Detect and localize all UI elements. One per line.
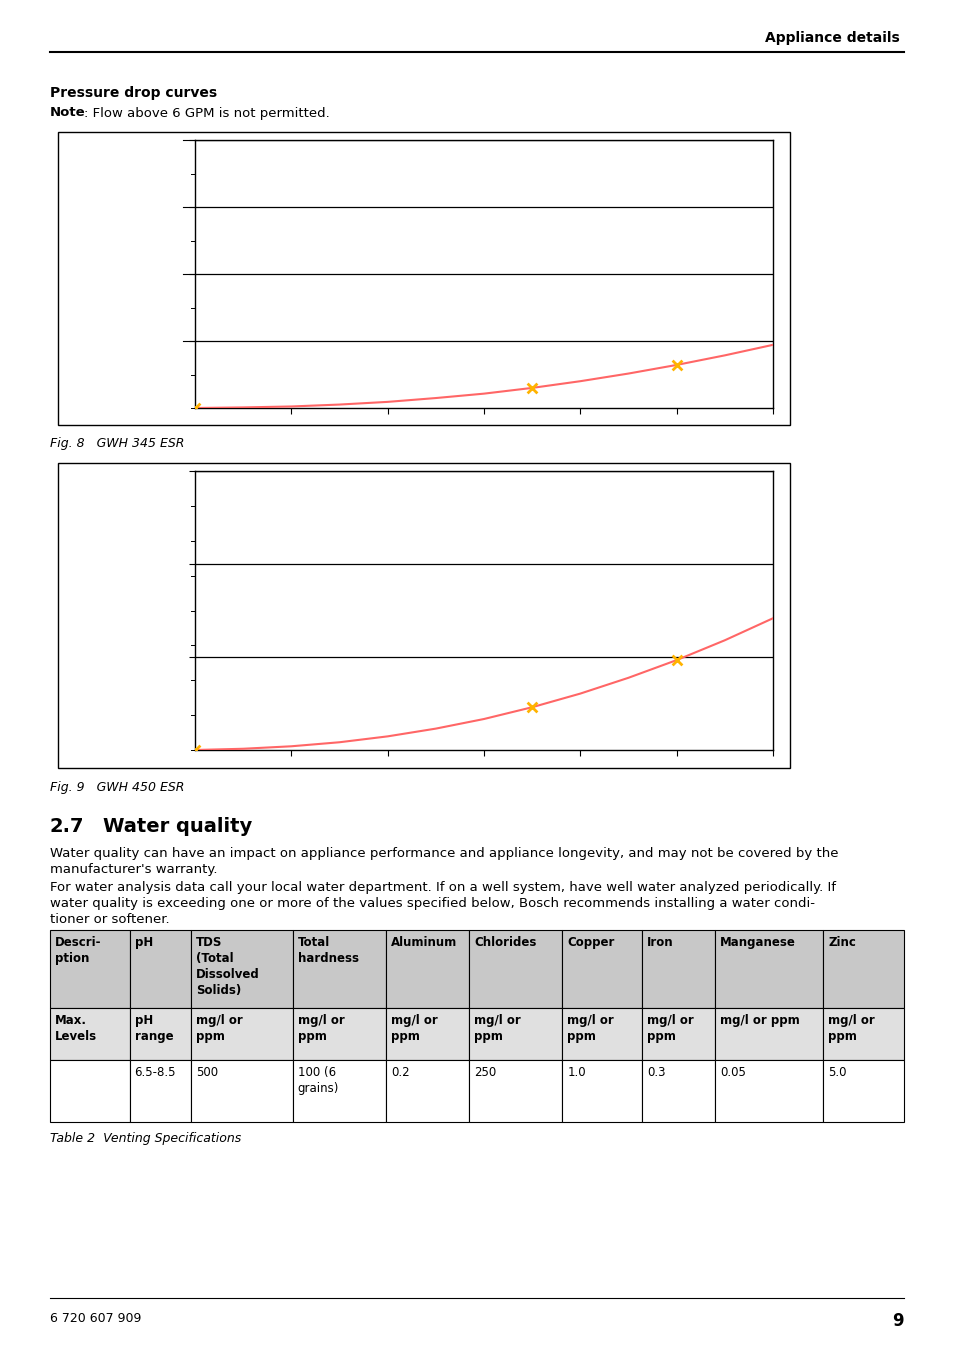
Text: Note: Note	[50, 107, 86, 119]
Text: Manganese: Manganese	[719, 936, 795, 948]
Text: Water quality: Water quality	[103, 817, 252, 836]
Bar	[385, 1061, 469, 1121]
Text: mg/l or
ppm: mg/l or ppm	[646, 1015, 693, 1043]
Text: Aluminum: Aluminum	[391, 936, 456, 948]
Text: 2.7: 2.7	[50, 817, 85, 836]
Bar	[469, 1061, 562, 1121]
Text: pH: pH	[134, 936, 152, 948]
Bar	[130, 1008, 191, 1061]
Bar	[191, 929, 293, 1008]
Text: 5.0: 5.0	[827, 1066, 846, 1079]
Bar	[50, 1008, 130, 1061]
Bar	[191, 1008, 293, 1061]
Text: Pressure drop curves: Pressure drop curves	[50, 86, 217, 100]
Bar	[822, 1061, 903, 1121]
Text: tioner or softener.: tioner or softener.	[50, 913, 170, 925]
Text: mg/l or
ppm: mg/l or ppm	[827, 1015, 874, 1043]
Bar	[58, 132, 789, 426]
Bar	[714, 1061, 822, 1121]
Text: 9: 9	[891, 1312, 903, 1329]
Bar	[641, 1008, 714, 1061]
Text: 0.2: 0.2	[391, 1066, 409, 1079]
Bar	[50, 929, 130, 1008]
Bar	[714, 929, 822, 1008]
Text: 6 720 607 909: 6 720 607 909	[50, 1312, 141, 1325]
Bar	[385, 929, 469, 1008]
Text: Water quality can have an impact on appliance performance and appliance longevit: Water quality can have an impact on appl…	[50, 847, 838, 861]
Point	[187, 739, 202, 761]
Text: manufacturer's warranty.: manufacturer's warranty.	[50, 863, 217, 875]
Text: 0.05: 0.05	[719, 1066, 745, 1079]
Text: mg/l or
ppm: mg/l or ppm	[474, 1015, 520, 1043]
Bar	[562, 929, 641, 1008]
Bar	[562, 1061, 641, 1121]
Bar	[822, 929, 903, 1008]
Text: 500: 500	[195, 1066, 217, 1079]
Text: mg/l or
ppm: mg/l or ppm	[297, 1015, 344, 1043]
Text: Fig. 8   GWH 345 ESR: Fig. 8 GWH 345 ESR	[50, 436, 184, 450]
Bar	[714, 1008, 822, 1061]
Text: Copper: Copper	[567, 936, 614, 948]
Text: pH
range: pH range	[134, 1015, 173, 1043]
Text: Fig. 9   GWH 450 ESR: Fig. 9 GWH 450 ESR	[50, 781, 184, 793]
Text: 100 (6
grains): 100 (6 grains)	[297, 1066, 338, 1096]
Text: : Flow above 6 GPM is not permitted.: : Flow above 6 GPM is not permitted.	[84, 107, 330, 119]
Text: Total
hardness: Total hardness	[297, 936, 358, 965]
Bar	[130, 929, 191, 1008]
Point	[187, 397, 202, 419]
Point	[524, 377, 539, 399]
Bar	[641, 929, 714, 1008]
Text: mg/l or
ppm: mg/l or ppm	[567, 1015, 614, 1043]
Point	[524, 696, 539, 717]
Bar	[385, 1008, 469, 1061]
Bar	[469, 929, 562, 1008]
Text: mg/l or
ppm: mg/l or ppm	[391, 1015, 437, 1043]
Text: Max.
Levels: Max. Levels	[55, 1015, 97, 1043]
Point	[668, 650, 683, 671]
Text: Chlorides: Chlorides	[474, 936, 536, 948]
Text: 1.0: 1.0	[567, 1066, 585, 1079]
Bar	[293, 929, 385, 1008]
Bar	[641, 1061, 714, 1121]
Text: 0.3: 0.3	[646, 1066, 665, 1079]
Text: TDS
(Total
Dissolved
Solids): TDS (Total Dissolved Solids)	[195, 936, 259, 997]
Text: 250: 250	[474, 1066, 496, 1079]
Bar	[293, 1061, 385, 1121]
Text: Descri-
ption: Descri- ption	[55, 936, 101, 965]
Text: Iron: Iron	[646, 936, 673, 948]
Bar	[822, 1008, 903, 1061]
Text: For water analysis data call your local water department. If on a well system, h: For water analysis data call your local …	[50, 881, 835, 894]
Text: mg/l or
ppm: mg/l or ppm	[195, 1015, 242, 1043]
Bar	[191, 1061, 293, 1121]
Text: 6.5-8.5: 6.5-8.5	[134, 1066, 176, 1079]
Text: Table 2  Venting Specifications: Table 2 Venting Specifications	[50, 1132, 241, 1146]
Bar	[58, 463, 789, 767]
Text: water quality is exceeding one or more of the values specified below, Bosch reco: water quality is exceeding one or more o…	[50, 897, 814, 911]
Bar	[50, 1061, 130, 1121]
Text: Appliance details: Appliance details	[764, 31, 899, 45]
Point	[668, 354, 683, 376]
Text: mg/l or ppm: mg/l or ppm	[719, 1015, 799, 1027]
Bar	[469, 1008, 562, 1061]
Text: Zinc: Zinc	[827, 936, 856, 948]
Bar	[293, 1008, 385, 1061]
Bar	[130, 1061, 191, 1121]
Bar	[562, 1008, 641, 1061]
